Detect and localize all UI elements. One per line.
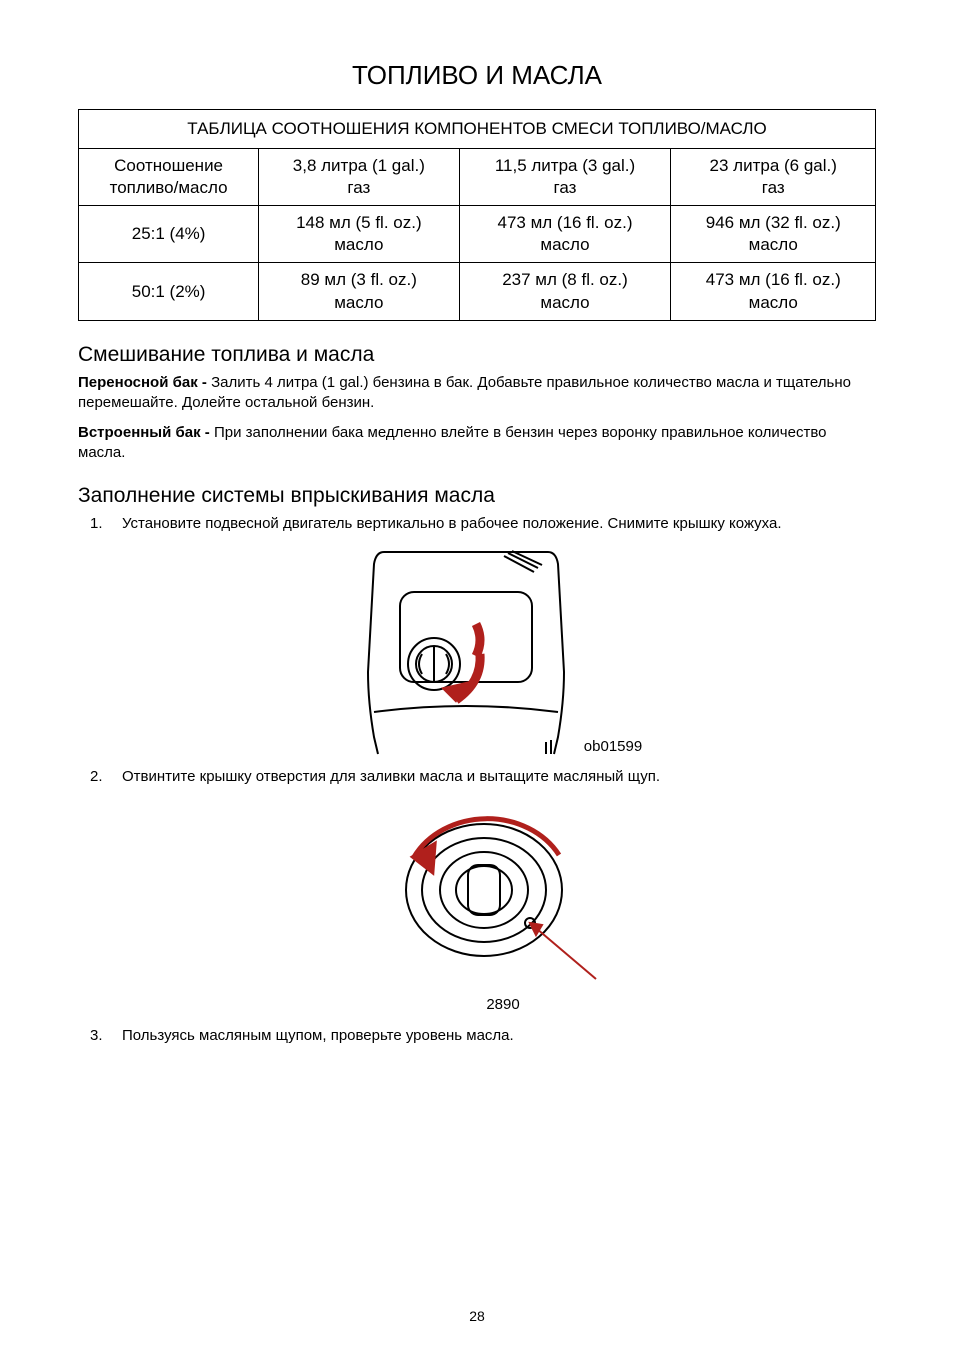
table-header-cell: Соотношение топливо/масло bbox=[79, 149, 259, 206]
cell-text: 946 мл (32 fl. oz.) bbox=[675, 212, 871, 234]
table-cell: 946 мл (32 fl. oz.) масло bbox=[671, 206, 876, 263]
mixture-ratio-table: ТАБЛИЦА СООТНОШЕНИЯ КОМПОНЕНТОВ СМЕСИ ТО… bbox=[78, 109, 876, 321]
mixing-paragraph-2: Встроенный бак - При заполнении бака мед… bbox=[78, 423, 876, 464]
mixing-heading: Смешивание топлива и масла bbox=[78, 343, 876, 367]
figure-1: ob01599 bbox=[122, 542, 876, 757]
table-header-cell: 3,8 литра (1 gal.) газ bbox=[259, 149, 459, 206]
step-text: Установите подвесной двигатель вертикаль… bbox=[122, 515, 782, 532]
cell-text: 473 мл (16 fl. oz.) bbox=[464, 212, 667, 234]
cell-text: газ bbox=[675, 177, 871, 199]
cell-text: Соотношение bbox=[83, 155, 254, 177]
page-number: 28 bbox=[0, 1308, 954, 1324]
cell-text: топливо/масло bbox=[83, 177, 254, 199]
table-header-row: Соотношение топливо/масло 3,8 литра (1 g… bbox=[79, 149, 876, 206]
table-cell: 237 мл (8 fl. oz.) масло bbox=[459, 263, 671, 320]
cell-text: 23 литра (6 gal.) bbox=[675, 155, 871, 177]
cell-text: масло bbox=[464, 234, 667, 256]
cell-text: масло bbox=[675, 292, 871, 314]
cell-text: масло bbox=[263, 292, 454, 314]
mixing-paragraph-1: Переносной бак - Залить 4 литра (1 gal.)… bbox=[78, 373, 876, 414]
table-cell: 89 мл (3 fl. oz.) масло bbox=[259, 263, 459, 320]
table-row: 50:1 (2%) 89 мл (3 fl. oz.) масло 237 мл… bbox=[79, 263, 876, 320]
cell-text: 3,8 литра (1 gal.) bbox=[263, 155, 454, 177]
bold-label: Встроенный бак - bbox=[78, 424, 214, 441]
bold-label: Переносной бак - bbox=[78, 374, 211, 391]
step-text: Отвинтите крышку отверстия для заливки м… bbox=[122, 768, 660, 785]
table-cell: 148 мл (5 fl. oz.) масло bbox=[259, 206, 459, 263]
table-header-cell: 11,5 литра (3 gal.) газ bbox=[459, 149, 671, 206]
cell-text: газ bbox=[263, 177, 454, 199]
step-item: Пользуясь масляным щупом, проверьте уров… bbox=[78, 1026, 876, 1046]
table-title: ТАБЛИЦА СООТНОШЕНИЯ КОМПОНЕНТОВ СМЕСИ ТО… bbox=[79, 110, 876, 149]
figure-2: 2890 bbox=[122, 795, 876, 1016]
cell-text: 473 мл (16 fl. oz.) bbox=[675, 269, 871, 291]
step-text: Пользуясь масляным щупом, проверьте уров… bbox=[122, 1027, 514, 1044]
cell-text: 148 мл (5 fl. oz.) bbox=[263, 212, 454, 234]
table-cell: 50:1 (2%) bbox=[79, 263, 259, 320]
cell-text: газ bbox=[464, 177, 667, 199]
engine-cowl-icon bbox=[356, 542, 576, 757]
table-cell: 25:1 (4%) bbox=[79, 206, 259, 263]
step-item: Установите подвесной двигатель вертикаль… bbox=[78, 514, 876, 757]
oilfill-steps: Установите подвесной двигатель вертикаль… bbox=[78, 514, 876, 1046]
oil-cap-icon bbox=[384, 795, 614, 985]
table-header-cell: 23 литра (6 gal.) газ bbox=[671, 149, 876, 206]
page-title: ТОПЛИВО И МАСЛА bbox=[78, 60, 876, 91]
cell-text: масло bbox=[675, 234, 871, 256]
table-cell: 473 мл (16 fl. oz.) масло bbox=[459, 206, 671, 263]
cell-text: масло bbox=[464, 292, 667, 314]
cell-text: масло bbox=[263, 234, 454, 256]
cell-text: 11,5 литра (3 gal.) bbox=[464, 155, 667, 177]
oilfill-heading: Заполнение системы впрыскивания масла bbox=[78, 484, 876, 508]
step-item: Отвинтите крышку отверстия для заливки м… bbox=[78, 767, 876, 1016]
table-cell: 473 мл (16 fl. oz.) масло bbox=[671, 263, 876, 320]
figure-label: ob01599 bbox=[584, 737, 642, 757]
cell-text: 89 мл (3 fl. oz.) bbox=[263, 269, 454, 291]
table-row: 25:1 (4%) 148 мл (5 fl. oz.) масло 473 м… bbox=[79, 206, 876, 263]
figure-label: 2890 bbox=[486, 996, 519, 1013]
cell-text: 237 мл (8 fl. oz.) bbox=[464, 269, 667, 291]
